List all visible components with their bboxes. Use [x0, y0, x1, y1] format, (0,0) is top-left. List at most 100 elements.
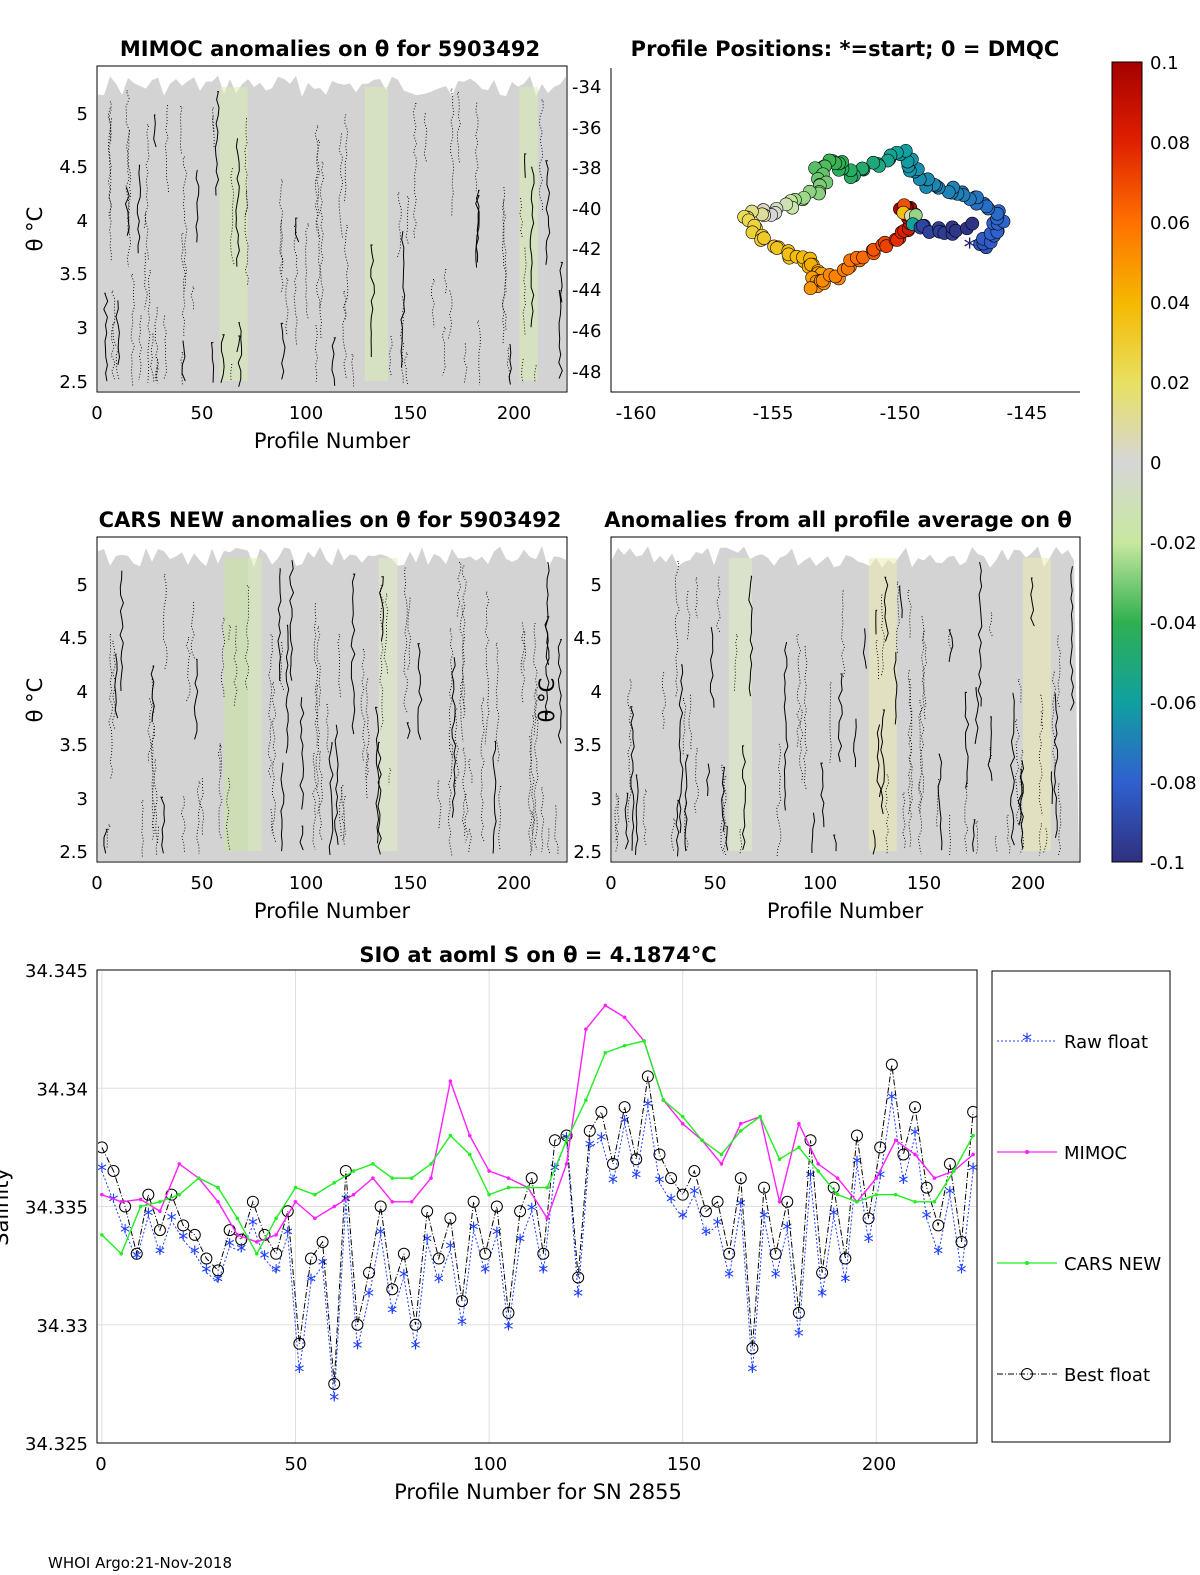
- contour-line: [365, 753, 369, 779]
- raw-float-point: *: [492, 1223, 502, 1247]
- mimoc-point: [835, 1176, 840, 1180]
- contour-line: [467, 828, 472, 854]
- positions-ytick: -40: [572, 199, 601, 220]
- allavg-xtick: 100: [803, 873, 837, 894]
- mimoc-point: [177, 1162, 182, 1166]
- raw-float-point: *: [829, 1204, 839, 1228]
- best-float-point: [212, 1264, 225, 1277]
- raw-float-point: *: [434, 1270, 444, 1294]
- contour-line: [280, 322, 286, 380]
- mimoc-point: [119, 1199, 124, 1204]
- contour-line: [862, 628, 867, 669]
- contour-line: [190, 286, 196, 312]
- colorbar-tick: -0.08: [1150, 773, 1197, 794]
- cars-xtick: 150: [393, 873, 427, 894]
- contour-line: [289, 560, 295, 681]
- mimoc-point: [332, 1204, 337, 1209]
- raw-float-point: *: [887, 1088, 897, 1112]
- contour-line: [114, 653, 119, 719]
- contour-line: [279, 220, 284, 293]
- contour-line: [450, 88, 455, 218]
- raw-float-point: *: [852, 1152, 862, 1176]
- raw-float-point: *: [190, 1242, 200, 1266]
- contour-line: [293, 224, 299, 345]
- salinity-xticks: 0 50 100 150 200: [95, 1454, 896, 1475]
- contour-line: [1056, 635, 1061, 709]
- mimoc-contour-field: [98, 75, 566, 391]
- contour-line: [627, 679, 633, 825]
- contour-line: [837, 673, 843, 763]
- cars-point: [893, 1192, 898, 1197]
- colorbar-gradient: [1111, 61, 1143, 863]
- anomaly-band: [378, 558, 398, 851]
- contour-line: [975, 821, 979, 854]
- mimoc-point: [506, 1176, 511, 1180]
- contour-line: [280, 642, 285, 691]
- cars-point: [235, 1216, 240, 1221]
- salinity-xlabel: Profile Number for SN 2855: [394, 1480, 682, 1504]
- raw-float-point: *: [910, 1124, 920, 1148]
- contour-line: [529, 166, 535, 328]
- contour-line: [706, 763, 711, 797]
- asterisk-marker-icon: *: [1022, 1029, 1032, 1053]
- mimoc-point: [351, 1192, 356, 1197]
- best-float-point: [386, 1283, 399, 1296]
- contour-line: [988, 746, 992, 764]
- cars-xtick: 200: [497, 873, 531, 894]
- cars-point: [506, 1185, 511, 1190]
- raw-float-point: *: [422, 1230, 432, 1254]
- best-float-point: [235, 1233, 248, 1246]
- mimoc-point: [467, 1133, 472, 1138]
- contour-line: [694, 748, 699, 813]
- raw-float-point: *: [480, 1261, 490, 1285]
- contour-line: [459, 605, 464, 742]
- cars-point: [603, 1050, 608, 1055]
- contour-line: [230, 364, 233, 381]
- contour-line: [318, 751, 323, 841]
- contour-line: [144, 124, 150, 261]
- cars-point: [467, 1152, 472, 1157]
- mimoc-ytick: 2.5: [59, 372, 88, 393]
- best-float-point: [897, 1148, 910, 1161]
- contour-line: [642, 789, 648, 847]
- raw-float-point: *: [294, 1360, 304, 1384]
- contour-line: [492, 741, 497, 854]
- contour-line: [484, 591, 490, 745]
- best-float-point: [397, 1247, 410, 1260]
- cars-anomaly-panel: CARS NEW anomalies on θ for 5903492 5 4.…: [23, 508, 568, 923]
- contour-line: [155, 357, 159, 382]
- mimoc-point: [777, 1199, 782, 1204]
- contour-line: [522, 631, 527, 673]
- cars-xtick: 100: [289, 873, 323, 894]
- best-float-point: [409, 1318, 422, 1331]
- contour-line: [893, 651, 898, 725]
- contour-line: [937, 753, 943, 851]
- contour-line: [315, 685, 320, 814]
- contour-line: [107, 107, 112, 221]
- contour-line: [624, 792, 629, 850]
- best-float-point: [723, 1247, 736, 1260]
- contour-line: [360, 649, 366, 762]
- mimoc-point: [274, 1233, 278, 1237]
- contour-line: [538, 99, 544, 213]
- contour-line: [829, 682, 832, 763]
- raw-float-point: *: [248, 1213, 258, 1237]
- contour-line: [798, 709, 804, 783]
- legend-item-raw: * Raw float: [997, 1029, 1148, 1053]
- cars-point: [332, 1181, 337, 1185]
- contour-line: [331, 337, 337, 386]
- best-float-point: [850, 1129, 863, 1142]
- contour-line: [721, 766, 726, 832]
- cars-point: [855, 1199, 859, 1204]
- best-float-point: [107, 1165, 120, 1178]
- best-float-point: [909, 1101, 922, 1114]
- raw-float-point: *: [167, 1209, 177, 1233]
- raw-float-point: *: [387, 1301, 397, 1325]
- salinity-legend: * Raw float MIMOC CARS NEW Best float: [991, 970, 1171, 1443]
- mimoc-point: [371, 1176, 375, 1180]
- contour-line: [351, 353, 355, 387]
- raw-float-point: *: [922, 1206, 932, 1230]
- contour-line: [299, 825, 304, 851]
- positions-ytick: -38: [572, 158, 601, 179]
